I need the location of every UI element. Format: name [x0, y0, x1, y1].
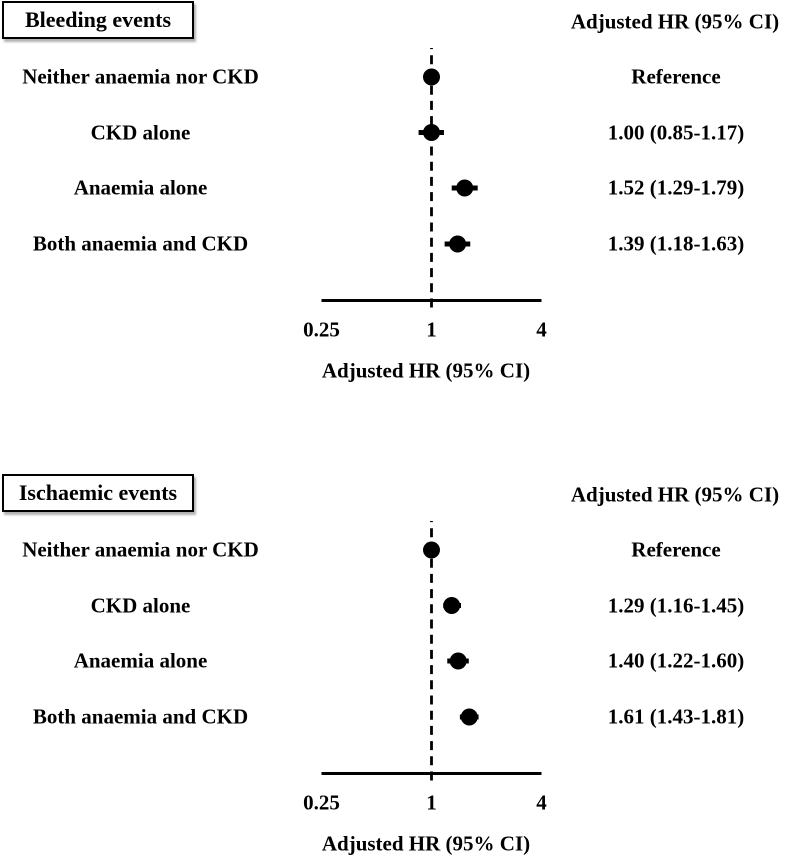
- row-label-both: Both anaemia and CKD: [32, 231, 249, 256]
- row-hr-value-anaemia-alone: 1.40 (1.22-1.60): [607, 648, 745, 673]
- panel-title: Ischaemic events: [18, 480, 178, 505]
- panel-ischaemic-events: Ischaemic events Adjusted HR (95% CI) Ne…: [0, 473, 792, 858]
- row-hr-value-ckd-alone: 1.29 (1.16-1.45): [607, 593, 745, 618]
- row-hr-value-ckd-alone: 1.00 (0.85-1.17): [607, 120, 745, 145]
- x-tick-label-4: 4: [536, 317, 547, 342]
- row-hr-value-neither: Reference: [631, 537, 721, 562]
- row-label-ckd-alone: CKD alone: [90, 120, 191, 145]
- x-tick-label-025: 0.25: [303, 317, 340, 342]
- panel-title: Bleeding events: [24, 7, 172, 32]
- row-hr-value-neither: Reference: [631, 64, 721, 89]
- row-label-neither: Neither anaemia nor CKD: [22, 537, 259, 562]
- panel-title-box: Bleeding events: [2, 1, 194, 39]
- row-label-neither: Neither anaemia nor CKD: [22, 64, 259, 89]
- row-hr-value-anaemia-alone: 1.52 (1.29-1.79): [607, 175, 745, 200]
- hr-column-header: Adjusted HR (95% CI): [570, 9, 780, 34]
- x-tick-label-1: 1: [426, 317, 437, 342]
- forest-plot-ischaemic: [321, 521, 542, 781]
- panel-title-box: Ischaemic events: [2, 474, 194, 512]
- x-axis-label: Adjusted HR (95% CI): [321, 831, 531, 856]
- x-axis-label: Adjusted HR (95% CI): [321, 358, 531, 383]
- row-label-ckd-alone: CKD alone: [90, 593, 191, 618]
- x-tick-label-025: 0.25: [303, 790, 340, 815]
- x-tick-label-4: 4: [536, 790, 547, 815]
- row-label-both: Both anaemia and CKD: [32, 704, 249, 729]
- panel-bleeding-events: Bleeding events Adjusted HR (95% CI) Nei…: [0, 0, 792, 385]
- hr-column-header: Adjusted HR (95% CI): [570, 482, 780, 507]
- x-tick-label-1: 1: [426, 790, 437, 815]
- forest-plot-bleeding: [321, 48, 542, 308]
- row-hr-value-both: 1.39 (1.18-1.63): [607, 231, 745, 256]
- row-hr-value-both: 1.61 (1.43-1.81): [607, 704, 745, 729]
- row-label-anaemia-alone: Anaemia alone: [73, 648, 208, 673]
- row-label-anaemia-alone: Anaemia alone: [73, 175, 208, 200]
